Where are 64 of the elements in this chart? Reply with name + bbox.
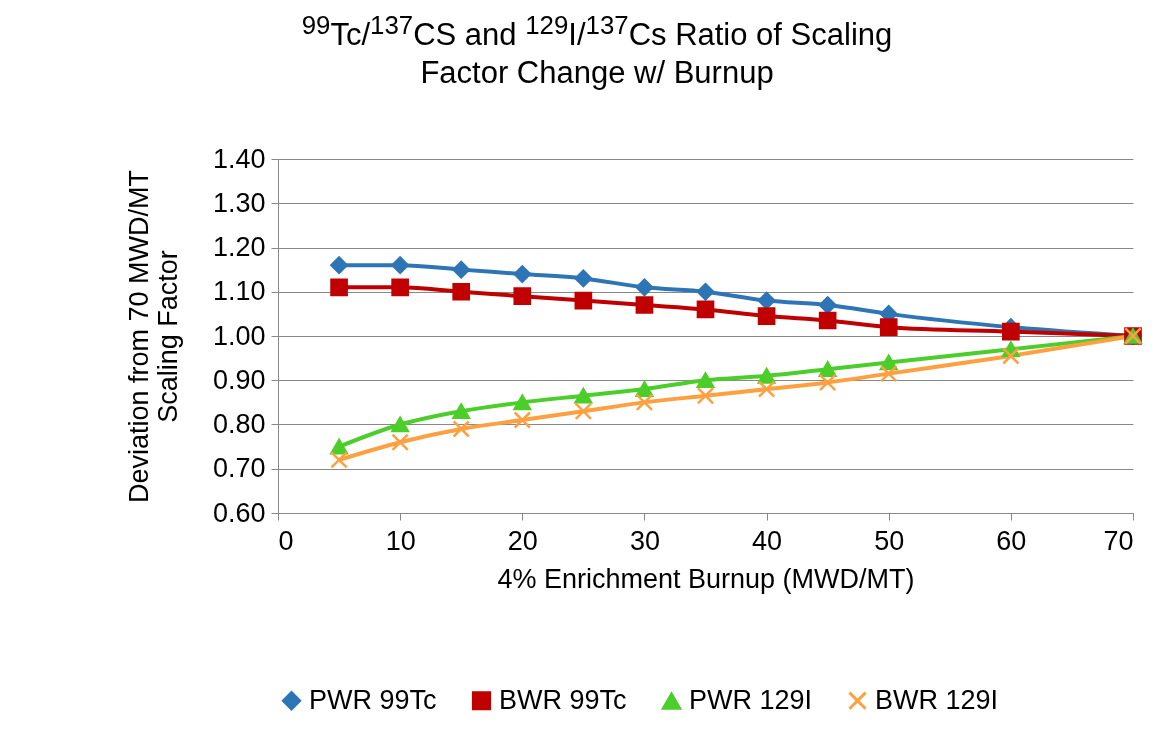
point: [574, 402, 593, 421]
legend-label: BWR 129I: [875, 684, 999, 715]
point: [879, 364, 898, 383]
point: [635, 381, 654, 397]
point: [452, 403, 471, 420]
y-tick-label: 1.20: [212, 232, 266, 262]
point: [635, 296, 654, 314]
x-tick-label: 60: [996, 525, 1027, 556]
y-axis-title: Deviation from 70 MWD/MT Scaling Factor: [123, 169, 183, 504]
x-tick-label: 0: [278, 525, 294, 556]
point: [818, 361, 837, 377]
point: [391, 256, 409, 275]
point: [330, 438, 348, 455]
point: [330, 451, 348, 469]
point: [513, 394, 532, 411]
point: [696, 372, 715, 389]
point: [818, 296, 837, 314]
y-tick-label: 1.30: [212, 187, 266, 218]
x-tick-label: 30: [629, 525, 660, 556]
legend-label: BWR 99Tc: [499, 684, 627, 715]
point: [513, 411, 532, 429]
chart-title: $^{99}$Tc/$^{137}$CS and $^{129}$I/$^{137}$Cs Ratio of Scaling Factor Change w/ Burnup: [301, 11, 893, 91]
point: [757, 307, 776, 325]
point: [452, 260, 471, 279]
x-tick-label: 40: [752, 525, 783, 556]
point: [879, 318, 898, 336]
legend-label: PWR 129I: [689, 685, 813, 716]
point: [757, 368, 776, 384]
point: [818, 311, 837, 330]
point: [696, 386, 715, 405]
y-tick-label: 0.80: [212, 409, 266, 439]
point: [391, 416, 409, 433]
y-tick-label: 0.90: [212, 364, 266, 395]
point: [330, 256, 348, 275]
point: [757, 291, 776, 310]
point: [574, 269, 593, 288]
point: [513, 287, 532, 306]
x-tick-label: 50: [874, 525, 905, 556]
point: [635, 393, 654, 412]
point: [574, 387, 593, 404]
x-tick-label: 20: [507, 525, 538, 556]
point: [391, 278, 409, 297]
point: [635, 278, 654, 297]
y-tick-label: 1.10: [212, 276, 266, 307]
point: [696, 282, 715, 301]
y-tick-label: 1.00: [212, 320, 266, 351]
point: [1002, 347, 1020, 365]
x-tick-label: 70: [1103, 525, 1134, 556]
point: [1002, 322, 1020, 341]
point: [330, 278, 348, 297]
point: [696, 300, 715, 319]
point: [818, 373, 837, 392]
x-tick-label: 10: [385, 525, 416, 556]
point: [574, 291, 593, 310]
point: [757, 380, 776, 398]
point: [452, 420, 471, 438]
legend-label: PWR 99Tc: [309, 684, 437, 715]
y-tick-label: 0.70: [212, 453, 266, 484]
y-tick-label: 1.40: [212, 143, 266, 174]
y-tick-label: 0.60: [212, 497, 266, 528]
point: [452, 282, 471, 301]
x-axis-title: 4% Enrichment Burnup (MWD/MT): [497, 563, 915, 594]
point: [513, 265, 532, 283]
point: [391, 433, 409, 452]
